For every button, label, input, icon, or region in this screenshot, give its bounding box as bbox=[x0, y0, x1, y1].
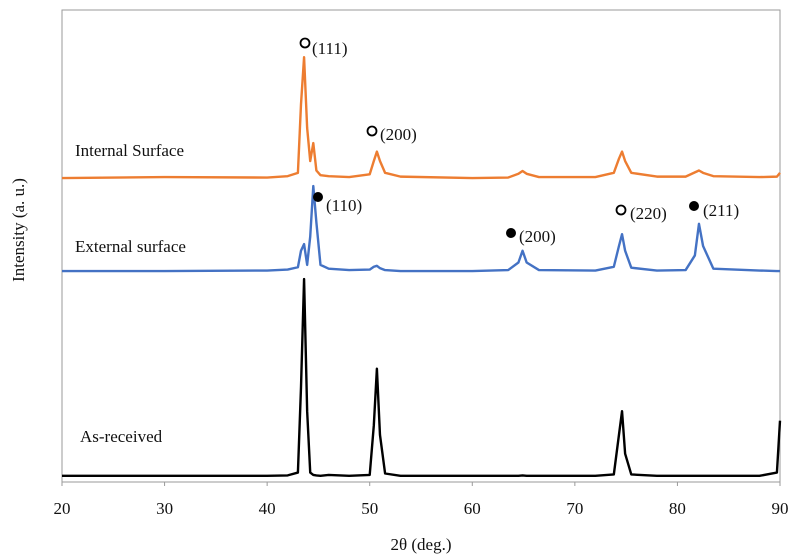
annotation-marker bbox=[313, 192, 323, 202]
plot-frame bbox=[61, 9, 781, 483]
series-line bbox=[61, 56, 781, 180]
x-axis-label: 2θ (deg.) bbox=[390, 535, 451, 554]
annotation: (111) bbox=[312, 39, 348, 58]
series-label: As-received bbox=[80, 427, 163, 446]
x-tick-label: 20 bbox=[54, 499, 71, 518]
annotation: (110) bbox=[326, 196, 362, 215]
annotation: (220) bbox=[630, 204, 667, 223]
annotation-marker bbox=[615, 204, 627, 216]
x-tick-label: 40 bbox=[259, 499, 276, 518]
x-tick-label: 80 bbox=[669, 499, 686, 518]
annotation: (211) bbox=[703, 201, 739, 220]
annotation-marker bbox=[366, 125, 378, 137]
x-tick-label: 90 bbox=[772, 499, 789, 518]
series-label: External surface bbox=[75, 237, 186, 256]
annotation-marker bbox=[689, 201, 699, 211]
series-line bbox=[62, 277, 782, 478]
series-label: Internal Surface bbox=[75, 141, 184, 160]
annotation-marker bbox=[299, 37, 311, 49]
series-line bbox=[62, 184, 780, 273]
x-tick-label: 60 bbox=[464, 499, 481, 518]
annotation: (200) bbox=[519, 227, 556, 246]
x-tick-label: 30 bbox=[156, 499, 173, 518]
annotation-marker bbox=[506, 228, 516, 238]
y-axis-label: Intensity (a. u.) bbox=[9, 178, 28, 282]
x-tick-label: 70 bbox=[566, 499, 583, 518]
annotation: (200) bbox=[380, 125, 417, 144]
x-tick-label: 50 bbox=[361, 499, 378, 518]
